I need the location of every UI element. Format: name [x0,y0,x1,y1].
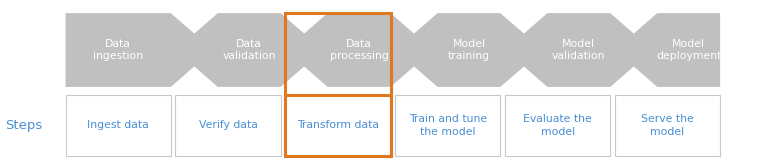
Polygon shape [505,13,652,87]
Polygon shape [66,13,213,87]
Bar [66,95,170,156]
Bar [285,13,390,156]
Text: Verify data: Verify data [199,121,258,130]
Polygon shape [395,13,543,87]
Bar [175,95,281,156]
Text: Train and tune
the model: Train and tune the model [409,114,487,137]
Text: Data
ingestion: Data ingestion [93,39,143,61]
Text: Data
validation: Data validation [223,39,276,61]
Text: Model
deployment: Model deployment [656,39,722,61]
Text: Data
processing: Data processing [330,39,389,61]
Text: Transform data: Transform data [297,121,379,130]
Polygon shape [175,13,323,87]
Bar [505,95,610,156]
Bar [614,95,720,156]
Polygon shape [614,13,720,87]
Text: Steps: Steps [5,119,42,132]
Text: Evaluate the
model: Evaluate the model [524,114,592,137]
Polygon shape [285,13,433,87]
Bar [395,95,500,156]
Text: Model
validation: Model validation [552,39,605,61]
Bar [285,95,390,156]
Text: Serve the
model: Serve the model [641,114,694,137]
Text: Ingest data: Ingest data [87,121,149,130]
Text: Model
training: Model training [448,39,490,61]
